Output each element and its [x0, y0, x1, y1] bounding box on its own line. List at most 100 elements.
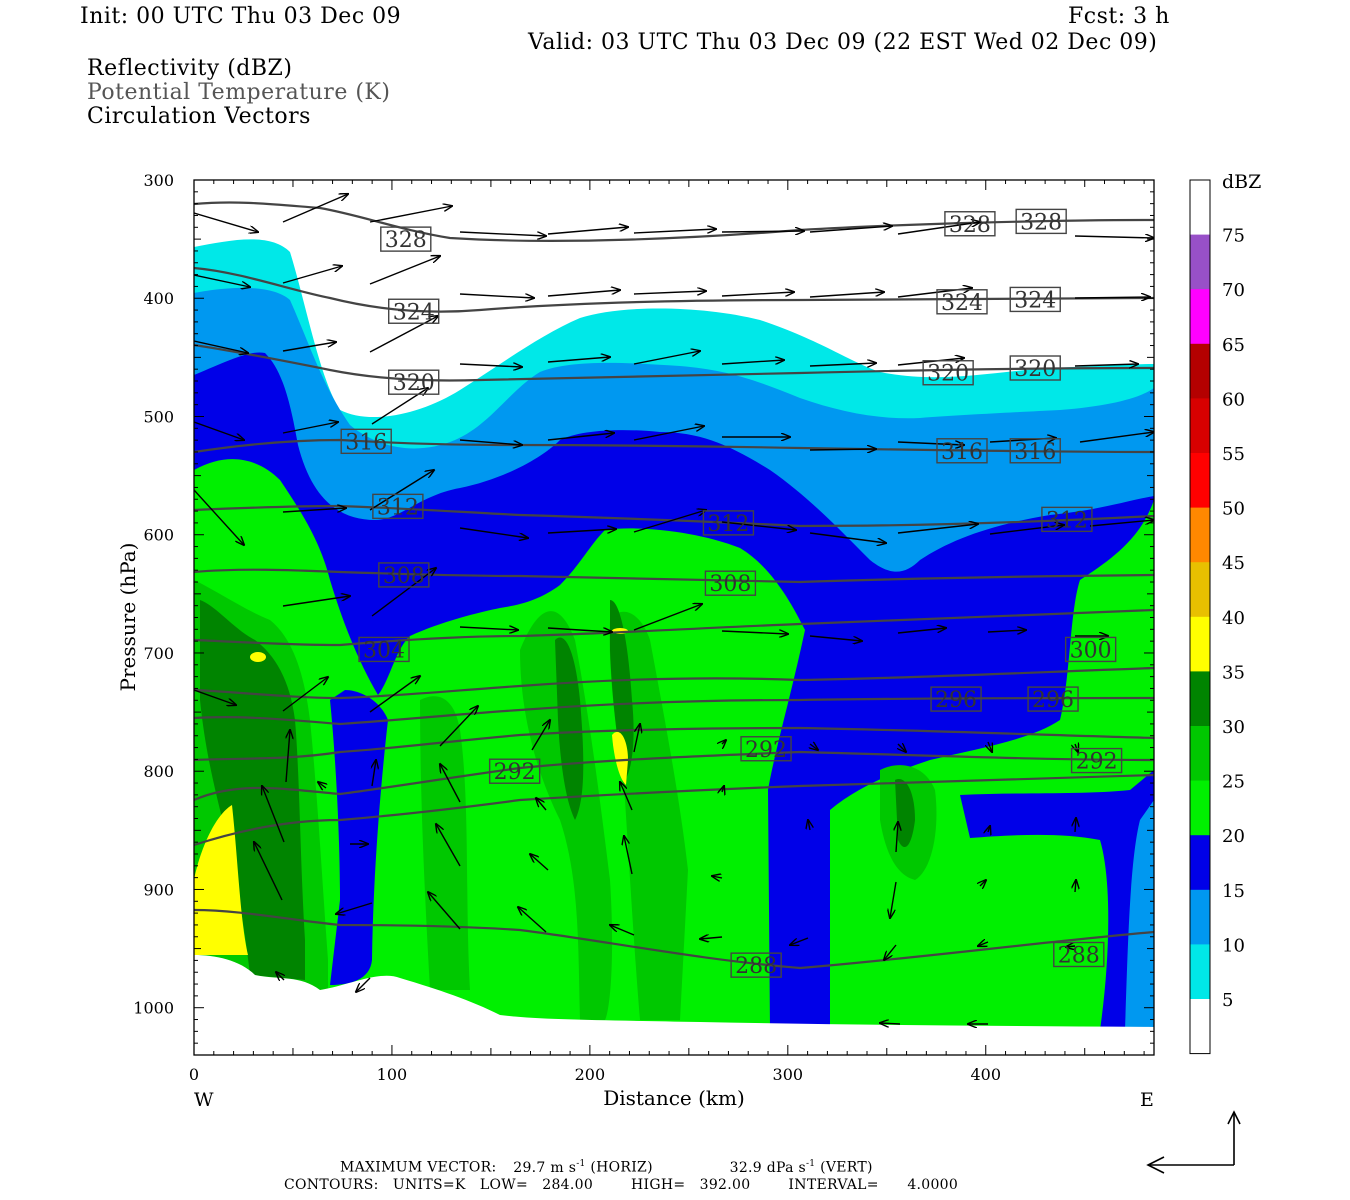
- y-tick-label: 400: [143, 289, 174, 308]
- x-tick-label: 100: [377, 1065, 408, 1084]
- theta-label: 328: [944, 211, 996, 238]
- horiz-tag: (HORIZ): [590, 1159, 653, 1176]
- vert-unit-exp: -1: [805, 1159, 816, 1169]
- colorbar-segment: [1190, 234, 1210, 290]
- colorbar-tick-label: 65: [1222, 335, 1245, 356]
- theta-label-text: 292: [745, 738, 787, 763]
- theta-label-text: 320: [927, 362, 969, 387]
- max-vector-label: MAXIMUM VECTOR:: [340, 1159, 497, 1176]
- theta-label-text: 308: [709, 572, 751, 597]
- colorbar-tick-label: 40: [1222, 608, 1245, 629]
- colorbar-segment: [1190, 562, 1210, 618]
- theta-label-text: 328: [1020, 210, 1062, 235]
- colorbar-segment: [1190, 671, 1210, 727]
- colorbar-segment: [1190, 944, 1210, 1000]
- colorbar-tick-label: 70: [1222, 280, 1245, 301]
- theta-label: 292: [1070, 747, 1123, 775]
- tick-layer: [193, 179, 1154, 1056]
- max-horiz-value: 29.7 m s: [513, 1159, 577, 1176]
- theta-contours: [194, 201, 1154, 970]
- vector-key-icon: [1146, 1110, 1241, 1174]
- x-tick-label: 0: [189, 1065, 199, 1084]
- theta-label: 296: [930, 686, 982, 713]
- x-end-right: E: [1140, 1089, 1154, 1111]
- theta-label: 324: [1009, 286, 1061, 313]
- theta-label-text: 296: [935, 688, 977, 713]
- forecast-hour: Fcst: 3 h: [1068, 4, 1170, 29]
- theta-label: 292: [740, 736, 792, 763]
- theta-label-text: 312: [707, 512, 749, 537]
- colorbar-segment: [1190, 453, 1210, 509]
- theta-label: 320: [388, 369, 440, 396]
- colorbar-segment: [1190, 835, 1210, 891]
- colorbar-segment: [1190, 780, 1210, 836]
- theta-label-text: 288: [735, 954, 777, 979]
- theta-label-text: 316: [1014, 440, 1056, 465]
- theta-label: 328: [1015, 208, 1067, 235]
- y-tick-label: 300: [143, 171, 174, 190]
- theta-label-text: 324: [941, 291, 983, 316]
- colorbar-segment: [1190, 999, 1210, 1055]
- theta-label-text: 324: [393, 300, 435, 325]
- y-tick-label: 1000: [133, 999, 174, 1018]
- theta-label-text: 320: [393, 371, 435, 396]
- colorbar-tick-label: 35: [1222, 662, 1245, 683]
- theta-label: 324: [388, 298, 440, 325]
- valid-time: Valid: 03 UTC Thu 03 Dec 09 (22 EST Wed …: [528, 30, 1158, 55]
- colorbar-segment: [1190, 289, 1210, 345]
- colorbar-tick-label: 25: [1222, 772, 1245, 793]
- theta-label: 312: [1041, 506, 1093, 533]
- x-tick-label: 200: [575, 1065, 606, 1084]
- theta-label: 304: [358, 636, 410, 663]
- colorbar-segment: [1190, 343, 1210, 399]
- theta-label-text: 308: [383, 564, 425, 589]
- theta-label-text: 288: [1058, 943, 1100, 968]
- x-tick-label: 400: [970, 1065, 1001, 1084]
- theta-label: 288: [730, 952, 782, 979]
- theta-label: 296: [1027, 686, 1079, 713]
- colorbar-segment: [1190, 616, 1210, 672]
- theta-label: 316: [936, 438, 988, 465]
- theta-label: 320: [1009, 355, 1061, 382]
- colorbar-tick-label: 50: [1222, 499, 1245, 520]
- theta-label-text: 312: [377, 495, 419, 520]
- colorbar-segment: [1190, 398, 1210, 454]
- theta-label: 312: [702, 510, 755, 537]
- theta-label-text: 296: [1032, 688, 1074, 713]
- max-vert-value: 32.9 dPa s: [729, 1159, 806, 1176]
- field-reflectivity: Reflectivity (dBZ): [87, 56, 293, 81]
- colorbar-segment: [1190, 180, 1210, 236]
- theta-label: 292: [488, 758, 541, 785]
- colorbar-segment: [1190, 507, 1210, 563]
- colorbar-tick-label: 5: [1222, 990, 1233, 1011]
- y-tick-label: 600: [143, 526, 174, 545]
- theta-label: 312: [372, 493, 424, 520]
- x-axis-title: Distance (km): [603, 1086, 745, 1110]
- colorbar-segment: [1190, 889, 1210, 945]
- theta-label: 320: [922, 360, 974, 387]
- theta-label: 324: [936, 289, 988, 316]
- axis-label-layer: 0 100 200 300 400 300 400 500 600 700 800 900 1000: [133, 171, 1001, 1084]
- colorbar-tick-label: 60: [1222, 389, 1245, 410]
- colorbar-tick-label: 30: [1222, 717, 1245, 738]
- theta-label-text: 324: [1014, 288, 1056, 313]
- theta-label-text: 316: [345, 430, 387, 455]
- theta-label: 328: [380, 226, 432, 253]
- y-tick-label: 700: [143, 644, 174, 663]
- colorbar-tick-label: 75: [1222, 226, 1245, 247]
- theta-label-text: 320: [1014, 357, 1056, 382]
- x-end-left: W: [194, 1089, 214, 1111]
- colorbar-title: dBZ: [1222, 171, 1261, 193]
- theta-label-text: 304: [363, 638, 405, 663]
- theta-label-text: 312: [1046, 508, 1088, 533]
- theta-label-layer: 328 328 328 324 324 324 320 320 320 316 316 316 312 3…: [340, 208, 1123, 979]
- x-tick-label: 300: [773, 1065, 804, 1084]
- colorbar-tick-label: 10: [1222, 935, 1245, 956]
- contours-info: CONTOURS: UNITS=K LOW= 284.00 HIGH= 392.…: [284, 1177, 959, 1193]
- colorbar-tick-label: 15: [1222, 881, 1245, 902]
- y-tick-label: 900: [143, 880, 174, 899]
- theta-label: 308: [704, 570, 757, 597]
- y-tick-label: 500: [143, 407, 174, 426]
- horiz-unit-exp: -1: [576, 1159, 586, 1169]
- theta-label: 300: [1064, 636, 1117, 663]
